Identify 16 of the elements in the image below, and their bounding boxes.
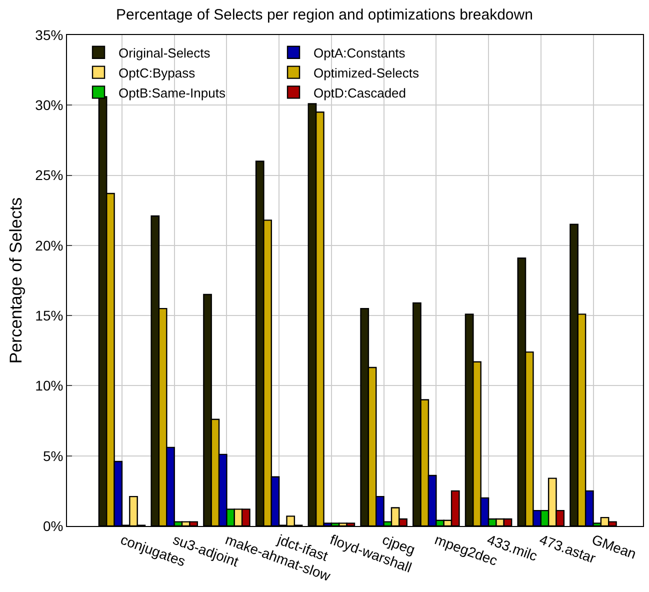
- legend-label: Original-Selects: [118, 45, 211, 60]
- legend-label: Optimized-Selects: [314, 65, 420, 80]
- chart-title: Percentage of Selects per region and optimizations breakdown: [116, 6, 533, 24]
- legend-label: OptD:Cascaded: [314, 85, 406, 100]
- y-tick-label: 20%: [35, 237, 64, 254]
- y-tick-label: 30%: [35, 97, 64, 114]
- y-axis-title: Percentage of Selects: [6, 197, 26, 364]
- y-tick-label: 15%: [35, 307, 64, 324]
- y-tick-label: 35%: [35, 26, 64, 43]
- legend-label: OptA:Constants: [314, 45, 406, 60]
- y-tick-label: 5%: [42, 448, 64, 464]
- y-tick-label: 10%: [35, 378, 64, 394]
- legend-label: OptC:Bypass: [118, 65, 196, 80]
- y-tick-label: 0%: [42, 518, 64, 534]
- legend-label: OptB:Same-Inputs: [118, 85, 226, 100]
- y-tick-label: 25%: [35, 167, 64, 184]
